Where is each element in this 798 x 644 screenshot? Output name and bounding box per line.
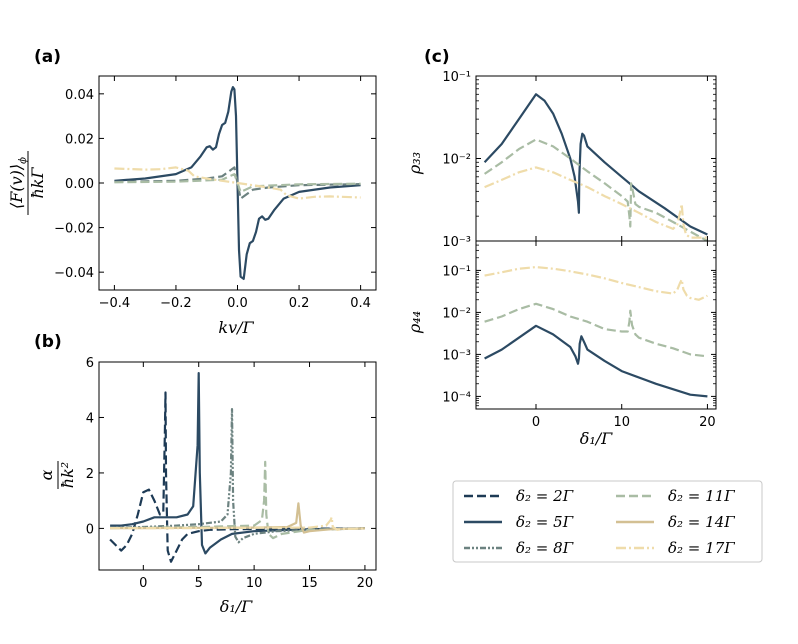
panel-label-c: (c): [424, 47, 450, 67]
series-line-d17: [484, 266, 708, 301]
panel-b-ylabel-num: α: [37, 469, 56, 480]
legend-label-d5: δ₂ = 5Γ: [516, 513, 574, 531]
series-line-d5: [483, 93, 708, 236]
panel-c1-series-group: [483, 93, 708, 241]
y-tick-label: 10⁻²: [442, 153, 471, 168]
panel-a-xlabel: kv/Γ: [218, 318, 254, 337]
legend-value: 8Γ: [553, 539, 574, 557]
panel-c2-series-group: [484, 266, 708, 398]
legend-prefix: δ₂ =: [668, 487, 705, 505]
legend-value: 14Γ: [705, 513, 735, 531]
series-line-d11: [483, 138, 708, 241]
series-line-d17: [110, 516, 365, 531]
legend-frame: [452, 480, 763, 563]
series-line-d8: [110, 408, 365, 544]
legend-value: 5Γ: [553, 513, 574, 531]
y-tick-label: 4: [86, 411, 94, 426]
x-tick-label: 5: [195, 576, 203, 591]
x-tick-label: 0.0: [227, 296, 248, 311]
legend-prefix: δ₂ =: [516, 513, 553, 531]
x-tick-label: 0.2: [289, 296, 310, 311]
y-tick-label: 0.02: [65, 132, 94, 147]
x-tick-label: 0: [532, 415, 540, 430]
x-tick-label: −0.4: [99, 296, 131, 311]
series-line-d5: [110, 372, 365, 555]
y-tick-label: 6: [86, 356, 94, 371]
y-tick-label: 10⁻⁴: [442, 390, 471, 405]
y-tick-label: 10⁻³: [442, 348, 471, 363]
x-tick-label: 15: [301, 576, 318, 591]
series-line-d17: [484, 166, 708, 239]
y-tick-label: 0.00: [65, 177, 94, 192]
panel-a-series-group: [114, 86, 361, 280]
panel-c-top-ylabel: ρ₃₃: [405, 152, 424, 175]
legend-label-d17: δ₂ = 17Γ: [668, 539, 735, 557]
legend-value: 11Γ: [705, 487, 735, 505]
x-tick-label: −0.2: [160, 296, 192, 311]
legend-value: 17Γ: [705, 539, 735, 557]
panel-label-b: (b): [34, 332, 62, 352]
series-line-d2: [109, 391, 365, 563]
legend-prefix: δ₂ =: [668, 513, 705, 531]
x-tick-label: 20: [699, 415, 716, 430]
series-line-d5: [484, 324, 708, 398]
legend-prefix: δ₂ =: [516, 539, 553, 557]
y-tick-label: −0.04: [54, 266, 94, 281]
panel-a-plot: −0.4 −0.2 0.0 0.2 0.4 −0.04 −0.02 0.00 0.02 0.04: [54, 75, 377, 311]
y-tick-label: 0: [86, 522, 94, 537]
panel-b-series-group: [109, 372, 365, 563]
series-line-d11: [484, 302, 708, 358]
y-tick-label: 10⁻²: [442, 306, 471, 321]
panel-c-xlabel: δ₁/Γ: [580, 429, 613, 448]
panel-c-bottom-ylabel: ρ₄₄: [405, 311, 424, 334]
x-tick-label: 0: [139, 576, 147, 591]
panel-label-a: (a): [34, 47, 61, 67]
panel-b-ylabel: α ħk²: [37, 461, 77, 489]
x-tick-label: 0.4: [350, 296, 371, 311]
panel-a-ylabel-num: ⟨F(v)⟩ϕ: [7, 157, 29, 209]
x-tick-label: 20: [357, 576, 374, 591]
panel-c-bottom-plot: 0 10 20 10⁻⁴ 10⁻³ 10⁻² 10⁻¹: [442, 240, 717, 430]
panel-b-ylabel-den: ħk²: [58, 462, 77, 488]
series-line-d17: [114, 166, 361, 200]
legend-label-d14: δ₂ = 14Γ: [668, 513, 735, 531]
legend-label-d11: δ₂ = 11Γ: [668, 487, 735, 505]
panel-a-ylabel: ⟨F(v)⟩ϕ ħkΓ: [7, 151, 47, 215]
panel-b-plot: 0 5 10 15 20 0 2 4 6: [86, 356, 377, 591]
y-tick-label: 0.04: [65, 88, 94, 103]
y-tick-label: 10⁻¹: [442, 264, 471, 279]
legend-label-d2: δ₂ = 2Γ: [516, 487, 574, 505]
series-line-d11: [110, 460, 365, 540]
x-tick-label: 10: [613, 415, 630, 430]
x-tick-label: 10: [246, 576, 263, 591]
panel-b-xlabel: δ₁/Γ: [220, 597, 253, 616]
y-tick-label: 10⁻¹: [442, 70, 471, 85]
series-line-d5: [114, 86, 361, 280]
legend-value: 2Γ: [552, 487, 574, 505]
y-tick-label: −0.02: [54, 222, 94, 237]
legend-prefix: δ₂ =: [668, 539, 705, 557]
legend-label-d8: δ₂ = 8Γ: [516, 539, 574, 557]
panel-a-ylabel-den: ħkΓ: [28, 167, 47, 199]
panel-c-top-plot: 10⁻³ 10⁻² 10⁻¹: [442, 70, 717, 250]
panel-b-frame: [98, 361, 377, 571]
y-tick-label: 10⁻³: [442, 235, 471, 250]
y-tick-label: 2: [86, 467, 94, 482]
legend-prefix: δ₂ =: [516, 487, 553, 505]
